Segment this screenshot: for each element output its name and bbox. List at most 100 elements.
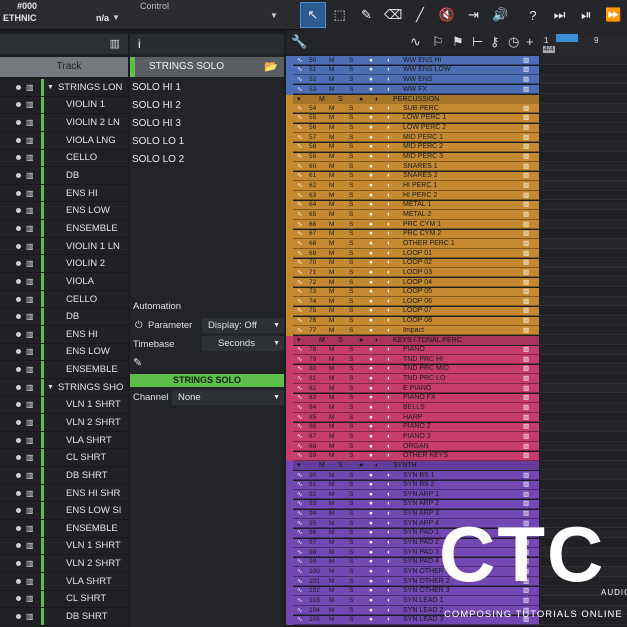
- arrange-track-row[interactable]: ∿ 61 M S ● ◐ SNARES 2 ▥: [293, 171, 539, 181]
- track-row[interactable]: ▥ ENSEMBLE: [0, 361, 128, 379]
- mute-button[interactable]: M: [329, 452, 335, 460]
- automation-icon[interactable]: ∿: [297, 162, 303, 170]
- monitor-icon[interactable]: ◐: [387, 143, 391, 151]
- record-icon[interactable]: [16, 243, 21, 249]
- record-icon[interactable]: ●: [369, 317, 373, 325]
- automation-icon[interactable]: ∿: [297, 432, 303, 440]
- track-row[interactable]: ▥ ENS LOW: [0, 202, 128, 221]
- monitor-icon[interactable]: ◐: [387, 297, 391, 305]
- record-icon[interactable]: ●: [369, 56, 373, 64]
- track-row[interactable]: ▥ ENSEMBLE: [0, 220, 128, 238]
- timeline-lane[interactable]: [540, 596, 627, 606]
- mute-button[interactable]: M: [329, 249, 335, 257]
- timeline-lane[interactable]: [540, 104, 627, 114]
- na-dropdown[interactable]: n/a: [96, 13, 110, 23]
- solo-button[interactable]: S: [349, 259, 354, 267]
- record-icon[interactable]: ●: [369, 365, 373, 373]
- solo-button[interactable]: S: [349, 442, 354, 450]
- monitor-icon[interactable]: ◐: [387, 384, 391, 392]
- solo-button[interactable]: S: [338, 336, 343, 344]
- mute-button[interactable]: M: [329, 114, 335, 122]
- record-icon[interactable]: ●: [369, 133, 373, 141]
- monitor-icon[interactable]: ◐: [387, 85, 391, 93]
- record-icon[interactable]: ●: [369, 75, 373, 83]
- solo-button[interactable]: S: [349, 587, 354, 595]
- mute-button[interactable]: M: [329, 268, 335, 276]
- help-icon[interactable]: ?: [529, 7, 537, 23]
- arrow-tool-icon[interactable]: ↖: [300, 2, 326, 28]
- arrange-track-row[interactable]: ∿ 81 M S ● ◐ TND PRC LO ▥: [293, 374, 539, 384]
- record-icon[interactable]: [16, 278, 21, 284]
- timeline-lane[interactable]: [540, 133, 627, 143]
- record-icon[interactable]: ●: [369, 423, 373, 431]
- mute-button[interactable]: M: [329, 288, 335, 296]
- arrange-track-row[interactable]: ∿ 86 M S ● ◐ PIANO 2 ▥: [293, 422, 539, 432]
- timeline-lane[interactable]: [540, 355, 627, 365]
- subtrack-item[interactable]: SOLO HI 1: [132, 82, 181, 93]
- solo-button[interactable]: S: [349, 365, 354, 373]
- subtrack-item[interactable]: SOLO LO 1: [132, 136, 185, 147]
- mute-tool-icon[interactable]: 🔇: [438, 7, 455, 22]
- automation-icon[interactable]: ∿: [297, 259, 303, 267]
- track-row[interactable]: ▥ ENS LOW: [0, 343, 128, 362]
- mute-button[interactable]: M: [329, 75, 335, 83]
- record-icon[interactable]: ●: [369, 539, 373, 547]
- record-icon[interactable]: ●: [369, 249, 373, 257]
- automation-icon[interactable]: ∿: [297, 220, 303, 228]
- arrange-track-row[interactable]: ∿ 60 M S ● ◐ SNARES 1 ▥: [293, 162, 539, 172]
- monitor-icon[interactable]: ◐: [387, 452, 391, 460]
- monitor-icon[interactable]: ◐: [387, 210, 391, 218]
- mute-button[interactable]: M: [329, 104, 335, 112]
- arrange-track-row[interactable]: ∿ 102 M S ● ◐ SYN OTHER 3 ▥: [293, 586, 539, 596]
- mute-button[interactable]: M: [329, 220, 335, 228]
- solo-button[interactable]: S: [349, 548, 354, 556]
- record-icon[interactable]: [16, 578, 21, 584]
- monitor-icon[interactable]: ◐: [387, 529, 391, 537]
- track-row[interactable]: ▥ VIOLIN 2 LN: [0, 114, 128, 132]
- timeline-lane[interactable]: [540, 490, 627, 500]
- automation-icon[interactable]: ∿: [297, 539, 303, 547]
- monitor-icon[interactable]: ◐: [387, 616, 391, 624]
- record-icon[interactable]: ●: [369, 114, 373, 122]
- solo-button[interactable]: S: [349, 490, 354, 498]
- record-icon[interactable]: ●: [369, 587, 373, 595]
- timeline-lane[interactable]: [540, 480, 627, 490]
- mute-button[interactable]: M: [329, 471, 335, 479]
- record-icon[interactable]: ●: [369, 124, 373, 132]
- record-icon[interactable]: [16, 472, 21, 478]
- track-row[interactable]: ▥ VIOLA: [0, 273, 128, 291]
- automation-icon[interactable]: ∿: [297, 500, 303, 508]
- arrange-track-row[interactable]: ∿ 56 M S ● ◐ LOW PERC 2 ▥: [293, 123, 539, 133]
- mute-button[interactable]: M: [329, 481, 335, 489]
- record-icon[interactable]: [16, 561, 21, 567]
- preset-name[interactable]: ETHNIC: [3, 13, 37, 23]
- automation-icon[interactable]: ∿: [297, 481, 303, 489]
- solo-button[interactable]: S: [349, 539, 354, 547]
- mute-button[interactable]: M: [329, 616, 335, 624]
- mute-button[interactable]: M: [329, 153, 335, 161]
- folder-track-header[interactable]: ▾ M S ● ◐ KEYS / TONAL PERC: [293, 335, 539, 346]
- automation-icon[interactable]: ∿: [297, 307, 303, 315]
- record-icon[interactable]: ●: [369, 210, 373, 218]
- timeline-lane[interactable]: [540, 94, 627, 104]
- record-icon[interactable]: ●: [369, 288, 373, 296]
- monitor-icon[interactable]: ◐: [387, 539, 391, 547]
- timeline-lane[interactable]: [540, 586, 627, 596]
- arrange-track-row[interactable]: ∿ 99 M S ● ◐ SYN PAD 4 ▥: [293, 557, 539, 567]
- solo-button[interactable]: S: [349, 307, 354, 315]
- solo-button[interactable]: S: [349, 114, 354, 122]
- timeline-lane[interactable]: [540, 65, 627, 75]
- mute-button[interactable]: M: [329, 365, 335, 373]
- monitor-icon[interactable]: ◐: [387, 278, 391, 286]
- solo-button[interactable]: S: [349, 56, 354, 64]
- track-row[interactable]: ▥ DB SHRT: [0, 467, 128, 485]
- monitor-icon[interactable]: ◐: [387, 259, 391, 267]
- arrange-track-row[interactable]: ∿ 97 M S ● ◐ SYN PAD 2 ▥: [293, 538, 539, 548]
- record-icon[interactable]: ●: [369, 510, 373, 518]
- monitor-icon[interactable]: ◐: [375, 462, 380, 470]
- record-icon[interactable]: ●: [369, 239, 373, 247]
- record-icon[interactable]: ●: [369, 442, 373, 450]
- edit-icon[interactable]: ✎: [133, 357, 143, 369]
- flag-icon[interactable]: ⚐: [432, 34, 444, 49]
- timeline-lane[interactable]: [540, 152, 627, 162]
